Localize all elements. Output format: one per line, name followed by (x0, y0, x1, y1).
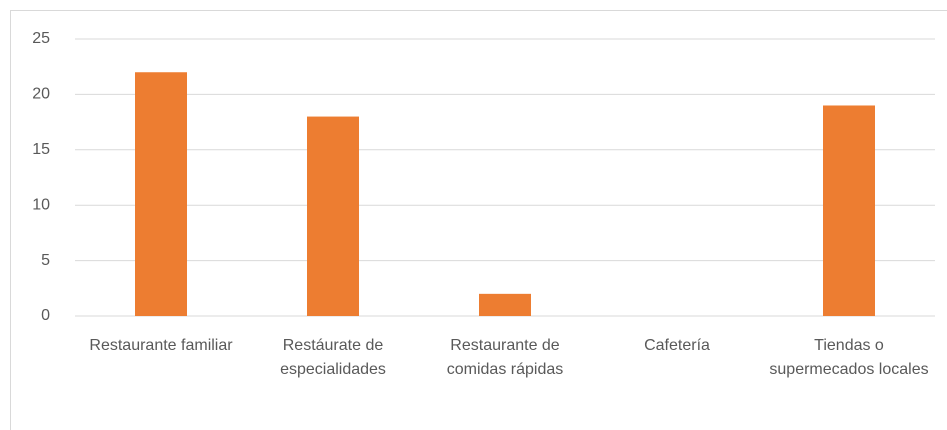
bar (307, 116, 359, 316)
bar (479, 293, 531, 316)
x-tick-label: Restaurante de comidas rápidas (446, 337, 564, 378)
y-tick-label: 25 (32, 30, 50, 47)
y-tick-label: 0 (41, 307, 50, 324)
bar (823, 105, 875, 316)
chart-frame (10, 10, 947, 430)
x-tick-label: Restaurante familiar (89, 337, 233, 354)
bar (135, 72, 187, 317)
x-tick-label: Restáurate de especialidades (280, 337, 386, 378)
y-tick-label: 5 (41, 252, 50, 269)
y-tick-label: 20 (32, 86, 50, 103)
y-tick-label: 15 (32, 141, 50, 158)
x-tick-label: Tiendas o supermecados locales (769, 337, 929, 378)
x-tick-label: Cafetería (644, 337, 710, 354)
y-tick-label: 10 (32, 196, 50, 213)
